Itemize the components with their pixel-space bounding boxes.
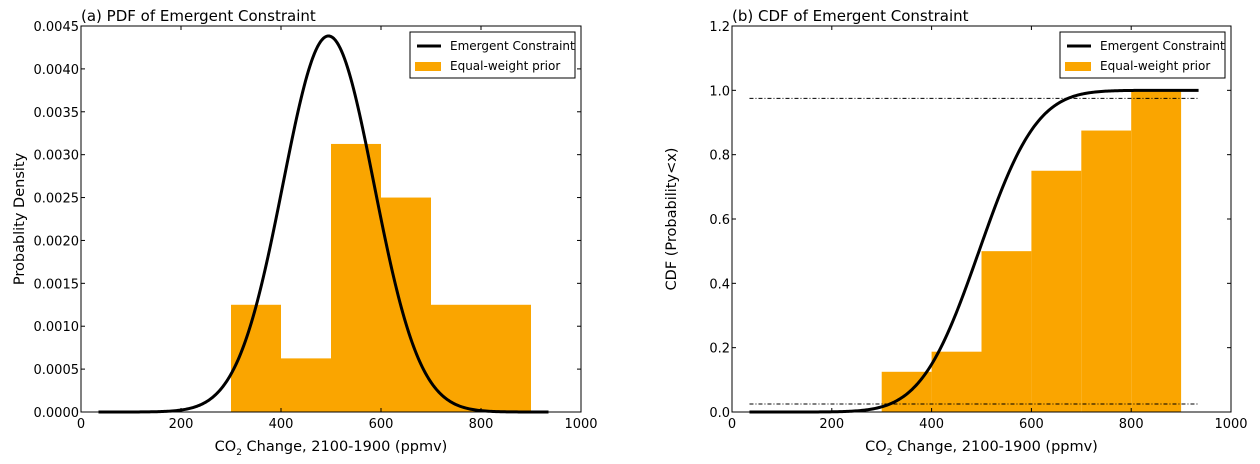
axes-frame [80,25,582,413]
x-tick-label: 200 [169,417,194,432]
histogram-bar [1031,170,1082,412]
x-tick-label: 200 [819,417,844,432]
y-tick-label: 1.2 [709,20,730,35]
legend-label: Equal-weight prior [450,59,560,73]
x-axis-label: CO2 Change, 2100-1900 (ppmv) [865,439,1098,458]
histogram-bar [281,358,331,412]
histogram-bar [931,351,982,412]
y-axis-label: Probablity Density [12,152,28,285]
chart-title: (a) PDF of Emergent Constraint [81,7,316,25]
curve-emergent-constraint [98,34,549,414]
histogram-bar [1131,90,1182,412]
y-tick-label: 0.0030 [34,149,80,164]
y-tick-label: 0.0020 [34,234,80,249]
y-tick-label: 0.2 [709,342,730,357]
legend-label: Equal-weight prior [1100,59,1210,73]
y-tick-label: 0.8 [709,149,730,164]
legend-swatch-patch [415,62,441,71]
x-tick-label: 600 [369,417,394,432]
x-tick-label: 800 [1119,417,1144,432]
panel-a: 0 200 400 600 800 1000 0.0000 0.0005 0.0010 0.001… [12,7,598,458]
y-axis-label: CDF (Probability<x) [664,148,680,291]
x-tick-label: 1000 [1214,417,1247,432]
panel-b: 0 200 400 600 800 1000 0.0 0.2 0.4 0.6 0.8 1.0 1.2(b… [664,7,1248,458]
y-tick-label: 0.6 [709,213,730,228]
histogram-bar [431,304,531,412]
x-tick-label: 400 [919,417,944,432]
legend-label: Emergent Constraint [1100,39,1225,53]
legend: Emergent Constraint Equal-weight prior [1059,31,1226,79]
y-tick-label: 0.0045 [34,20,80,35]
histogram-bars [881,90,1182,412]
y-tick-label: 0.0025 [34,192,80,207]
x-tick-label: 600 [1019,417,1044,432]
x-tick-label: 400 [269,417,294,432]
x-tick-label: 0 [77,417,85,432]
histogram-bar [381,197,431,412]
y-tick-label: 0.0005 [34,363,80,378]
histogram-bar [1081,130,1132,412]
x-tick-label: 800 [469,417,494,432]
legend-box [409,31,576,79]
legend-label: Emergent Constraint [450,39,575,53]
y-tick-label: 0.0010 [34,320,80,335]
x-axis-label: CO2 Change, 2100-1900 (ppmv) [215,439,448,458]
histogram-bars [231,143,531,412]
y-tick-label: 1.0 [709,84,730,99]
y-tick-label: 0.0040 [34,63,80,78]
x-tick-label: 1000 [564,417,597,432]
y-tick-label: 0.4 [709,277,730,292]
y-tick-label: 0.0035 [34,106,80,121]
y-tick-label: 0.0000 [34,406,80,421]
legend: Emergent Constraint Equal-weight prior [409,31,576,79]
y-tick-label: 0.0 [709,406,730,421]
x-tick-label: 0 [728,417,736,432]
histogram-bar [981,251,1032,412]
legend-swatch-patch [1065,62,1091,71]
chart-title: (b) CDF of Emergent Constraint [732,7,969,25]
y-tick-label: 0.0015 [34,277,80,292]
histogram-bar [331,143,381,412]
